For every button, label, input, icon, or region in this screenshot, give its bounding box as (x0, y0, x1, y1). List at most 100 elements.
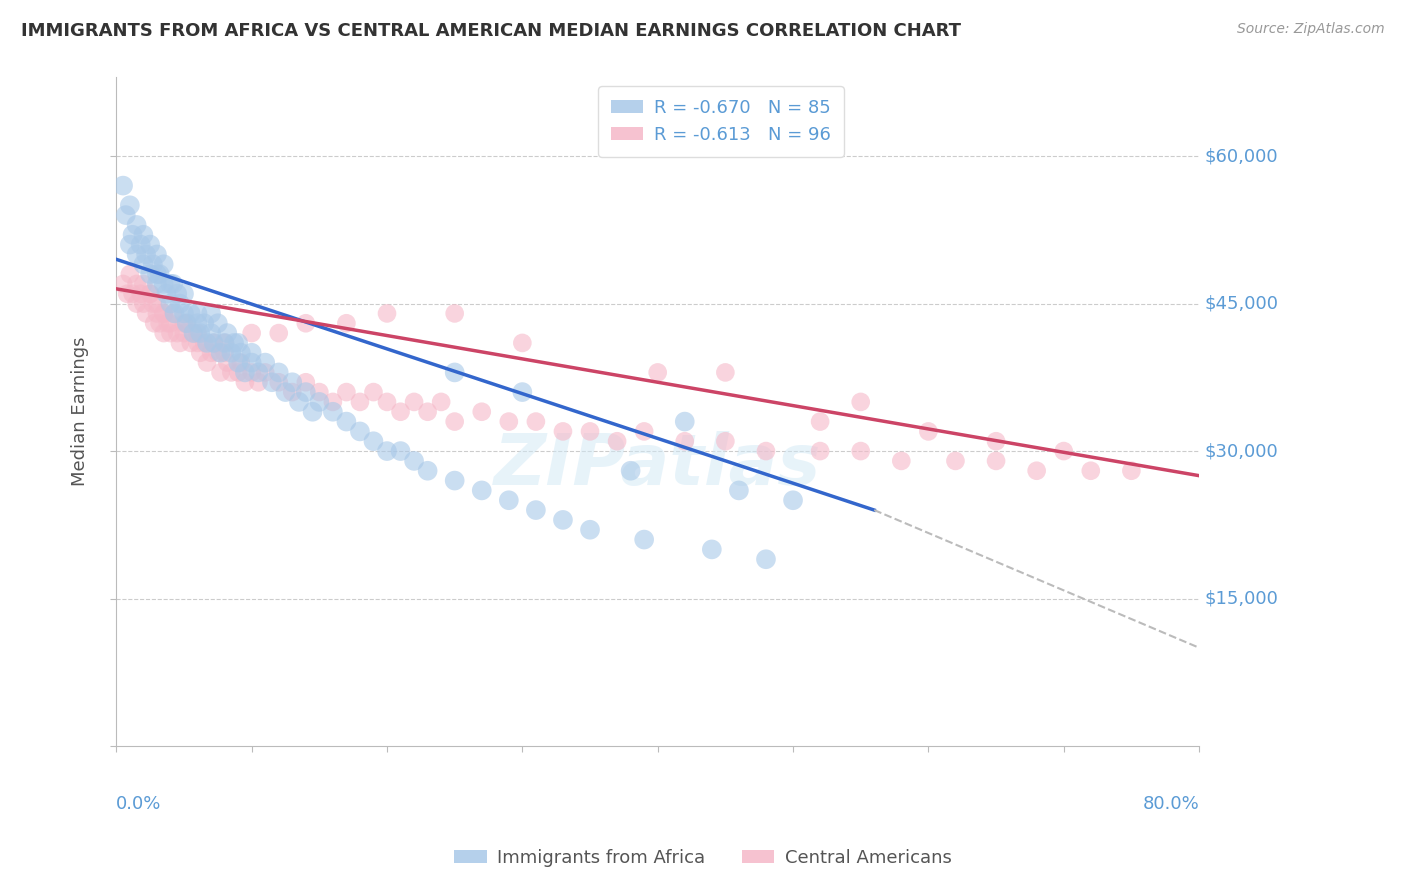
Point (633, 425, 655, 439)
Point (254, 366, 277, 380)
Point (267, 326, 290, 340)
Point (240, 345, 263, 359)
Point (728, 483, 751, 498)
Point (335, 385, 357, 400)
Point (281, 385, 304, 400)
Point (267, 366, 290, 380)
Point (714, 434, 737, 449)
Point (132, 296, 155, 310)
Point (335, 316, 357, 330)
Point (143, 316, 166, 330)
Point (1053, 444, 1076, 458)
Point (308, 385, 330, 400)
Point (166, 326, 188, 340)
Point (498, 415, 520, 429)
Point (135, 247, 157, 261)
Point (416, 464, 439, 478)
Point (673, 434, 696, 449)
Text: $15,000: $15,000 (1205, 590, 1278, 607)
Point (186, 335, 208, 350)
Point (512, 385, 534, 400)
Point (146, 277, 169, 291)
Point (207, 345, 229, 359)
Point (132, 277, 155, 291)
Point (214, 335, 236, 350)
Text: $30,000: $30,000 (1205, 442, 1278, 460)
Point (125, 218, 148, 232)
Point (714, 366, 737, 380)
Point (226, 366, 249, 380)
Point (114, 208, 136, 222)
Point (890, 454, 912, 468)
Point (193, 335, 215, 350)
Point (129, 237, 152, 252)
Point (226, 355, 249, 369)
Point (152, 277, 174, 291)
Point (200, 326, 222, 340)
Point (152, 306, 174, 320)
Point (233, 366, 256, 380)
Point (186, 316, 208, 330)
Point (404, 395, 426, 409)
Point (146, 267, 169, 281)
Point (195, 355, 218, 369)
Point (156, 316, 179, 330)
Point (176, 316, 198, 330)
Point (173, 326, 195, 340)
Point (233, 376, 256, 390)
Point (247, 366, 270, 380)
Point (162, 277, 184, 291)
Point (240, 355, 263, 369)
Point (322, 405, 344, 419)
Point (274, 385, 297, 400)
Point (363, 434, 385, 449)
Point (849, 444, 872, 458)
Point (129, 286, 152, 301)
Point (294, 376, 316, 390)
Point (149, 316, 172, 330)
Point (146, 296, 169, 310)
Point (606, 434, 628, 449)
Point (808, 415, 831, 429)
Point (633, 533, 655, 547)
Point (281, 376, 304, 390)
Point (389, 405, 412, 419)
Point (125, 296, 148, 310)
Point (112, 277, 135, 291)
Point (579, 523, 602, 537)
Point (115, 286, 138, 301)
Point (155, 286, 177, 301)
Point (200, 306, 222, 320)
Point (267, 376, 290, 390)
Point (443, 474, 465, 488)
Point (152, 326, 174, 340)
Point (498, 493, 520, 508)
Point (551, 513, 574, 527)
Point (229, 345, 252, 359)
Point (200, 345, 222, 359)
Point (260, 376, 283, 390)
Point (202, 335, 225, 350)
Point (782, 493, 804, 508)
Point (186, 326, 208, 340)
Point (254, 355, 277, 369)
Point (471, 483, 494, 498)
Text: Source: ZipAtlas.com: Source: ZipAtlas.com (1237, 22, 1385, 37)
Point (207, 316, 229, 330)
Point (135, 306, 157, 320)
Point (288, 395, 311, 409)
Point (139, 286, 162, 301)
Point (430, 395, 453, 409)
Point (183, 326, 205, 340)
Y-axis label: Median Earnings: Median Earnings (72, 337, 89, 486)
Point (229, 355, 252, 369)
Point (139, 267, 162, 281)
Point (375, 444, 398, 458)
Point (166, 286, 188, 301)
Point (700, 542, 723, 557)
Point (221, 345, 243, 359)
Point (195, 335, 218, 350)
Point (1121, 464, 1143, 478)
Point (512, 335, 534, 350)
Point (186, 306, 208, 320)
